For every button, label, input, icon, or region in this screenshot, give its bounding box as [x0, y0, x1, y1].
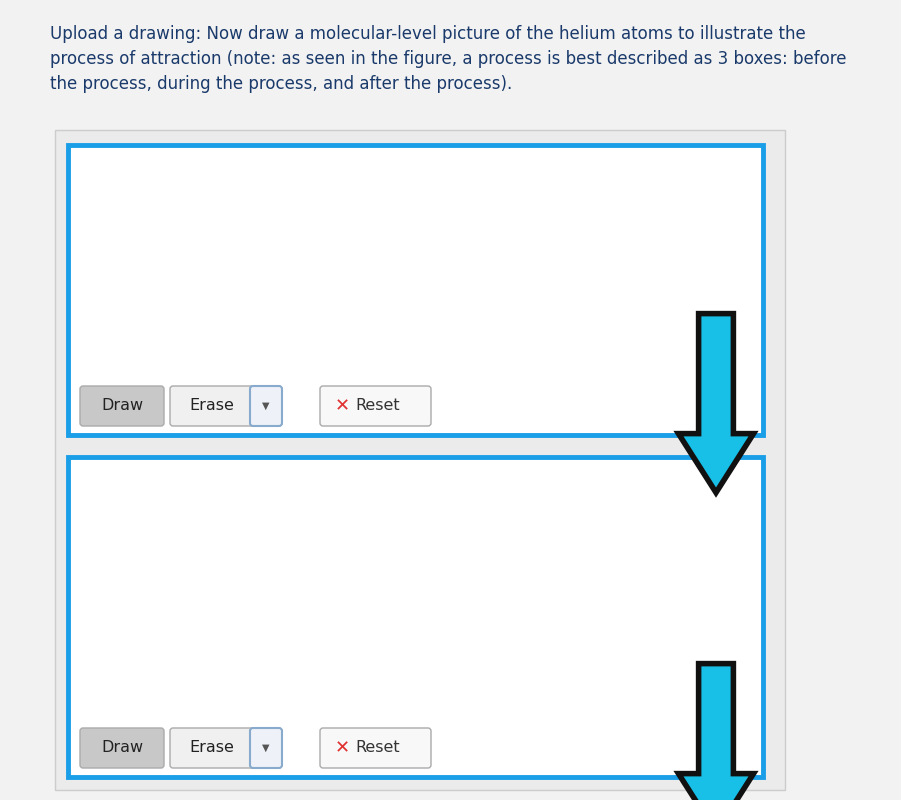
FancyBboxPatch shape [170, 728, 254, 768]
Text: ▼: ▼ [262, 743, 269, 753]
FancyBboxPatch shape [68, 145, 763, 435]
Text: Erase: Erase [189, 398, 234, 414]
FancyBboxPatch shape [80, 386, 164, 426]
Text: Draw: Draw [101, 398, 143, 414]
Text: Reset: Reset [355, 741, 400, 755]
FancyBboxPatch shape [80, 728, 164, 768]
Text: ✕: ✕ [335, 397, 350, 415]
FancyBboxPatch shape [250, 728, 282, 768]
Text: ▼: ▼ [262, 401, 269, 411]
FancyBboxPatch shape [320, 728, 431, 768]
FancyBboxPatch shape [250, 386, 282, 426]
Text: the process, during the process, and after the process).: the process, during the process, and aft… [50, 75, 513, 93]
Text: Reset: Reset [355, 398, 400, 414]
Text: Upload a drawing: Now draw a molecular-level picture of the helium atoms to illu: Upload a drawing: Now draw a molecular-l… [50, 25, 805, 43]
Polygon shape [681, 665, 751, 800]
FancyBboxPatch shape [170, 386, 254, 426]
FancyBboxPatch shape [55, 130, 785, 790]
Text: process of attraction (note: as seen in the figure, a process is best described : process of attraction (note: as seen in … [50, 50, 847, 68]
Text: Draw: Draw [101, 741, 143, 755]
FancyBboxPatch shape [320, 386, 431, 426]
FancyBboxPatch shape [68, 457, 763, 777]
Text: ✕: ✕ [335, 739, 350, 757]
Polygon shape [681, 315, 751, 490]
Text: Erase: Erase [189, 741, 234, 755]
Polygon shape [681, 665, 751, 800]
Polygon shape [681, 315, 751, 490]
